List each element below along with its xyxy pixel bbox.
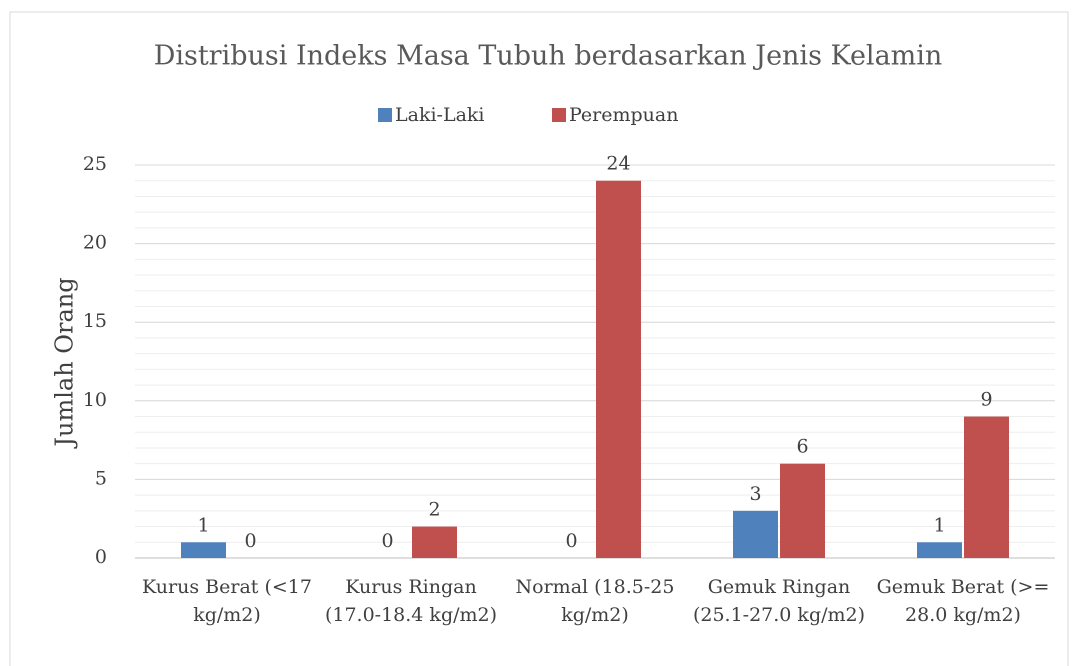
x-tick-line: Kurus Berat (<17	[142, 576, 312, 598]
chart-title: Distribusi Indeks Masa Tubuh berdasarkan…	[154, 41, 943, 72]
legend-swatch	[552, 108, 566, 122]
legend-label: Laki-Laki	[395, 104, 485, 126]
x-tick-line: Gemuk Berat (>=	[877, 576, 1050, 598]
data-label: 1	[197, 514, 209, 536]
x-tick-line: 28.0 kg/m2)	[905, 604, 1021, 626]
bar	[964, 416, 1009, 558]
bar	[733, 510, 778, 558]
data-label: 6	[796, 436, 808, 458]
x-tick-label: Kurus Ringan (17.0-18.4 kg/m2)	[325, 576, 497, 626]
chart-border	[9, 11, 1069, 666]
x-tick-line: Kurus Ringan	[345, 576, 476, 598]
y-axis-label: Jumlah Orang	[51, 277, 79, 449]
data-label: 9	[980, 389, 992, 411]
x-tick-line: Normal (18.5-25	[516, 576, 675, 598]
data-label: 2	[428, 499, 440, 521]
x-tick-label: Normal (18.5-25 kg/m2)	[516, 576, 675, 626]
y-tick-label: 10	[83, 389, 107, 411]
x-tick-label: Gemuk Berat (>= 28.0 kg/m2)	[877, 576, 1050, 626]
y-tick-label: 15	[83, 310, 107, 332]
x-tick-label: Kurus Berat (<17 kg/m2)	[142, 576, 312, 626]
x-tick-line: (17.0-18.4 kg/m2)	[325, 604, 497, 626]
bar	[780, 463, 825, 558]
legend-label: Perempuan	[569, 104, 678, 126]
data-label: 0	[565, 530, 577, 552]
x-tick-line: (25.1-27.0 kg/m2)	[693, 604, 865, 626]
y-tick-label: 0	[95, 546, 107, 568]
y-tick-label: 20	[83, 232, 107, 254]
data-label: 0	[244, 530, 256, 552]
bar	[917, 542, 962, 558]
data-label: 24	[606, 153, 630, 175]
y-tick-label: 5	[95, 467, 107, 489]
data-label: 3	[749, 483, 761, 505]
data-label: 1	[933, 514, 945, 536]
bar	[412, 526, 457, 558]
y-tick-label: 25	[83, 153, 107, 175]
bar	[181, 542, 226, 558]
x-tick-line: Gemuk Ringan	[708, 576, 851, 598]
bar	[596, 180, 641, 558]
data-label: 0	[381, 530, 393, 552]
x-tick-label: Gemuk Ringan (25.1-27.0 kg/m2)	[693, 576, 865, 626]
x-tick-line: kg/m2)	[561, 604, 629, 626]
x-tick-line: kg/m2)	[193, 604, 261, 626]
legend-swatch	[378, 108, 392, 122]
